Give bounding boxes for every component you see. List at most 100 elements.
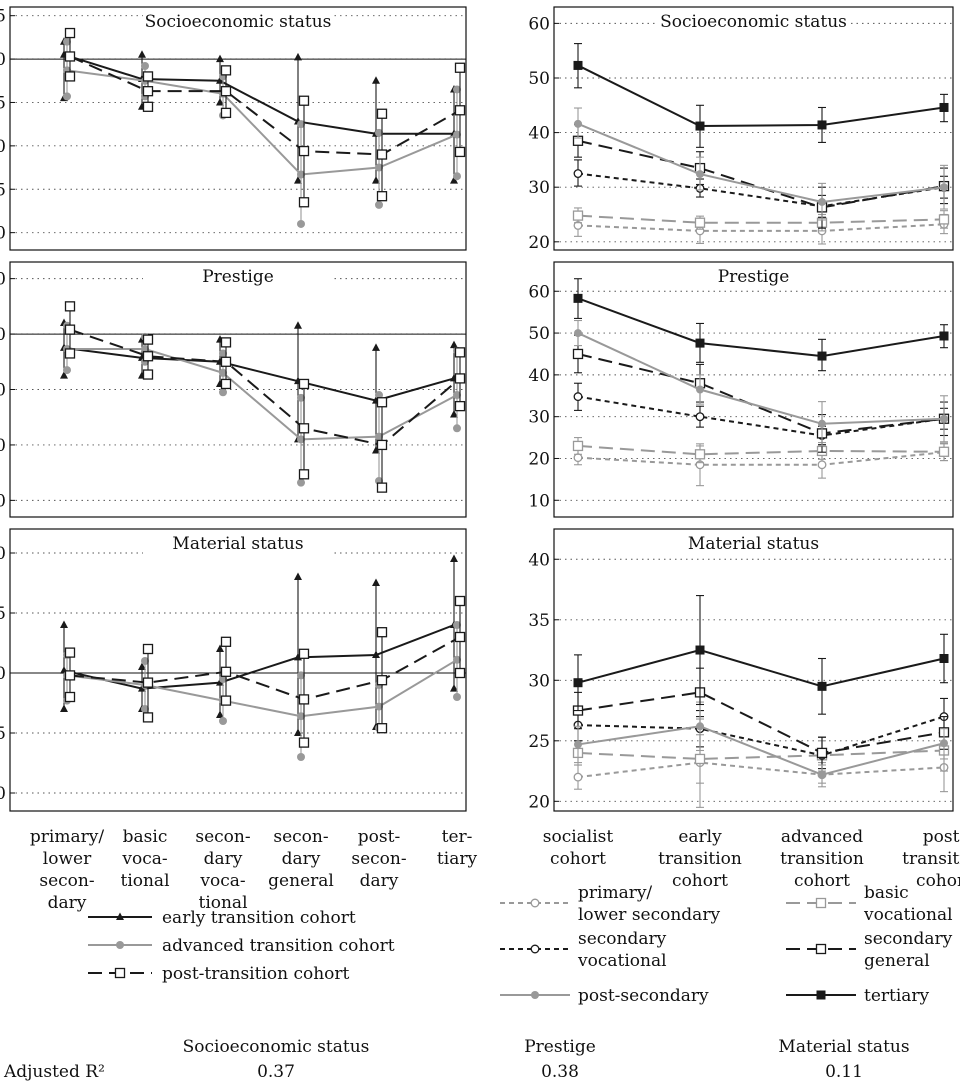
open-square-marker (142, 351, 154, 362)
square-marker (939, 102, 949, 112)
circle-marker (297, 120, 305, 129)
open-square-marker (142, 677, 154, 688)
legend-label: lower secondary (578, 905, 720, 925)
circle-marker (375, 432, 383, 441)
circle-marker (453, 655, 461, 664)
series (573, 382, 949, 446)
circle-marker (453, 130, 461, 139)
y-tick-label: −10 (0, 381, 6, 401)
panel-title: Material status (172, 534, 303, 554)
circle-marker (297, 170, 305, 179)
title-backdrop (143, 10, 333, 32)
triangle-marker (372, 176, 380, 184)
open-square-marker (454, 105, 466, 116)
title-backdrop (143, 532, 333, 554)
series-line (577, 691, 945, 754)
legend-label: vocational (863, 905, 953, 925)
series-line (66, 658, 458, 718)
triangle-marker (60, 620, 68, 628)
triangle-marker (450, 684, 458, 692)
open-square-marker (64, 670, 76, 681)
series-line (577, 297, 945, 358)
circle-marker (696, 385, 704, 394)
x-category-label: primary/ (30, 827, 104, 847)
open-square-marker (64, 301, 76, 312)
y-tick-label: 20 (528, 449, 550, 469)
triangle-marker (450, 176, 458, 184)
series-line (577, 172, 945, 208)
triangle-marker (138, 50, 146, 58)
circle-marker (375, 163, 383, 172)
triangle-marker (450, 340, 458, 349)
series-line (577, 214, 945, 224)
circle-marker (453, 424, 461, 433)
series-line (577, 395, 945, 437)
series (573, 718, 949, 808)
x-category-label: transition (902, 849, 960, 869)
panel-title: Socioeconomic status (145, 12, 332, 32)
triangle-marker (216, 76, 224, 84)
panel-title: Prestige (202, 267, 274, 287)
series-line (66, 69, 458, 176)
square-marker (817, 681, 827, 691)
series (64, 27, 466, 208)
open-square-marker (220, 636, 232, 647)
circle-marker (116, 941, 124, 949)
x-category-label: cohort (916, 871, 960, 891)
open-square-marker (454, 347, 466, 358)
x-category-label: secon- (351, 849, 406, 869)
square-marker (695, 121, 705, 131)
chart-panel: 10 5 0 −5 −10 Material status (0, 528, 467, 812)
open-square-marker (64, 27, 76, 39)
series-line (577, 332, 945, 425)
open-square-marker (142, 334, 154, 345)
triangle-marker (450, 409, 458, 418)
legend-label: advanced transition cohort (162, 936, 395, 956)
y-tick-label: −10 (0, 137, 6, 157)
circle-marker (940, 183, 948, 192)
circle-marker (696, 722, 704, 731)
square-marker (939, 331, 949, 341)
open-square-marker (142, 712, 154, 723)
open-square-marker (298, 197, 310, 208)
open-circle-marker (573, 169, 583, 179)
triangle-marker (372, 445, 380, 454)
y-tick-label: 50 (528, 69, 550, 89)
open-square-marker (572, 440, 584, 452)
triangle-marker (216, 54, 224, 63)
circle-marker (574, 329, 582, 338)
open-square-marker (454, 373, 466, 384)
circle-marker (453, 85, 461, 94)
panel-title: Material status (688, 534, 819, 554)
series-line (577, 444, 945, 456)
y-tick-label: 10 (528, 491, 550, 511)
y-tick-label: 20 (528, 233, 550, 253)
open-square-marker (376, 397, 388, 408)
open-square-marker (938, 446, 950, 457)
series-line (67, 348, 458, 441)
series (574, 701, 948, 784)
legend-label: vocational (577, 951, 667, 971)
triangle-marker (216, 678, 224, 686)
series-line (577, 761, 945, 779)
x-category-label: cohort (672, 871, 728, 891)
open-square-marker (298, 423, 310, 434)
open-square-marker (220, 695, 232, 706)
plot-frame (553, 261, 954, 518)
series-line (577, 64, 945, 128)
triangle-marker (294, 321, 302, 329)
y-tick-label: −30 (0, 491, 6, 511)
series-line (577, 749, 945, 760)
circle-marker (531, 991, 539, 999)
circle-marker (818, 419, 826, 428)
open-circle-marker (817, 460, 827, 470)
y-tick-label: 40 (528, 124, 550, 144)
series-line (63, 346, 455, 402)
series (572, 123, 950, 229)
y-tick-label: 30 (528, 408, 550, 428)
open-square-marker (694, 449, 706, 460)
y-tick-label: 60 (528, 14, 550, 34)
legend-label: general (864, 951, 930, 971)
open-circle-marker (573, 392, 583, 402)
open-square-marker (142, 101, 154, 112)
